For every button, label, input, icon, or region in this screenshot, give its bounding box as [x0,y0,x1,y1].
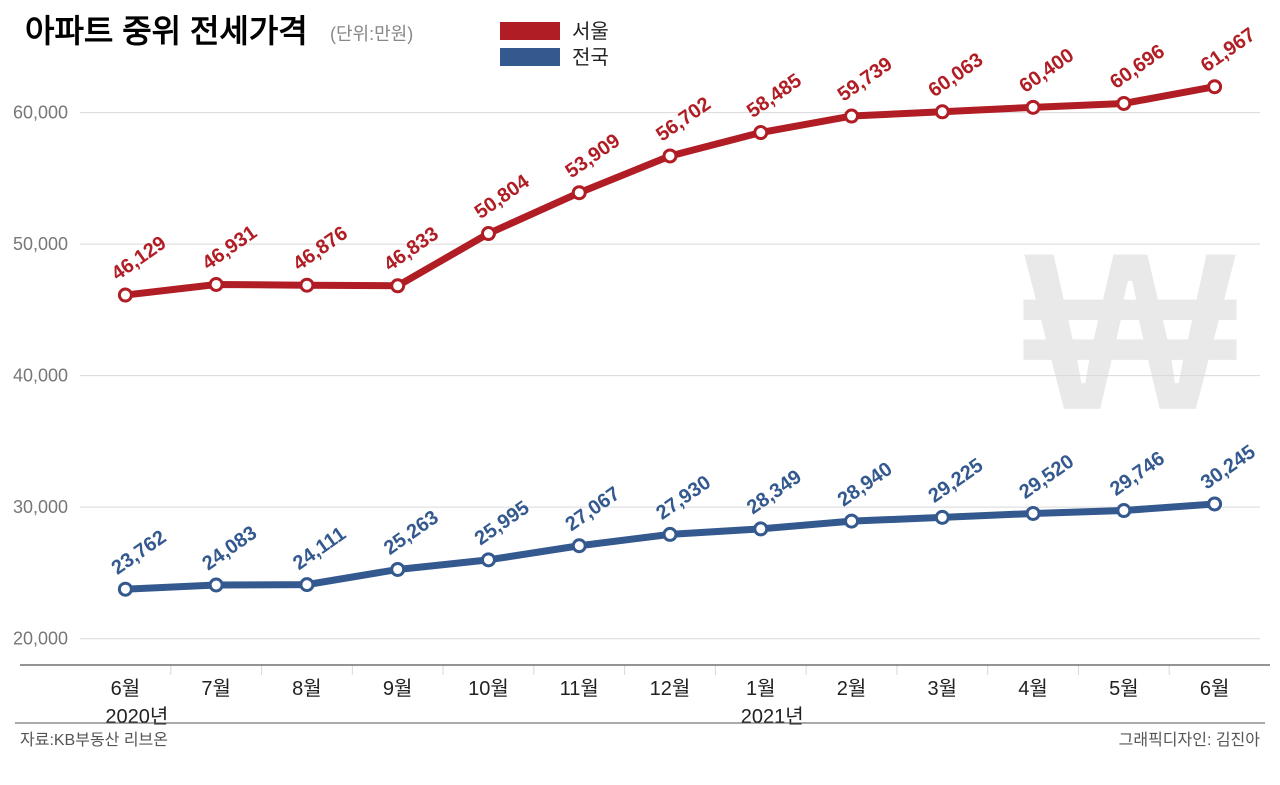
series-marker [210,579,222,591]
x-tick-label: 2월 [837,677,867,700]
series-marker [1118,97,1130,109]
series-marker [1209,81,1221,93]
series-data-label: 24,083 [198,522,261,575]
y-tick-label: 20,000 [13,629,68,649]
chart-subtitle: (단위:만원) [330,24,413,44]
series-marker [1209,498,1221,510]
series-data-label: 58,485 [743,70,806,123]
legend-swatch [500,48,560,66]
x-tick-label: 6월 [1200,677,1230,700]
x-tick-label: 1월 [746,677,776,700]
series-marker [482,554,494,566]
series-data-label: 25,995 [471,497,534,550]
series-marker [1027,507,1039,519]
footer-credit: 그래픽디자인: 김진아 [1119,731,1261,749]
y-tick-label: 40,000 [13,366,68,386]
series-data-label: 24,111 [289,523,350,575]
series-marker [664,528,676,540]
x-tick-label: 12월 [650,677,691,700]
y-tick-label: 30,000 [13,497,68,517]
series-marker [846,110,858,122]
series-data-label: 25,263 [380,506,443,559]
chart-title-group: 아파트 중위 전세가격 (단위:만원) [25,13,413,49]
series-marker [755,127,767,139]
series-data-label: 59,739 [834,53,897,106]
x-tick-label: 10월 [468,677,509,700]
series-data-label: 23,762 [108,526,171,579]
x-tick-label: 6월 [111,677,141,700]
series-marker [755,523,767,535]
watermark-icon: ₩ [1021,203,1239,460]
legend-label: 서울 [572,20,609,43]
series-marker [573,187,585,199]
series-data-label: 60,400 [1015,44,1078,97]
series-data-label: 27,930 [652,471,715,524]
footer-source: 자료:KB부동산 리브온 [20,731,168,749]
series-marker [392,563,404,575]
series-data-label: 29,225 [925,454,988,507]
series-marker [301,279,313,291]
series-data-label: 46,129 [108,232,171,285]
x-tick-label: 4월 [1018,677,1048,700]
x-tick-label: 3월 [928,677,958,700]
series-marker [210,278,222,290]
series-data-label: 28,349 [743,466,806,519]
series-marker [936,511,948,523]
x-year-label: 2021년 [741,705,804,728]
series-marker [1027,101,1039,113]
chart-title: 아파트 중위 전세가격 [25,13,308,49]
series-data-label: 60,696 [1106,40,1169,93]
series-data-label: 60,063 [925,49,988,102]
series-marker [1118,505,1130,517]
series-marker [482,228,494,240]
series-data-label: 56,702 [652,93,715,146]
chart-container: 아파트 중위 전세가격 (단위:만원) 서울전국 ₩20,000 30,000 40,00… [0,0,1280,785]
series-data-label: 27,067 [561,483,624,536]
series-marker [301,579,313,591]
series-data-label: 28,940 [834,458,897,511]
series-marker [846,515,858,527]
legend-swatch [500,22,560,40]
x-tick-label: 11월 [560,677,599,700]
series-marker [936,106,948,118]
series-data-label: 46,876 [289,222,352,275]
x-year-label: 2020년 [105,705,168,728]
series-marker [119,289,131,301]
series-data-label: 46,931 [198,221,261,274]
x-tick-label: 8월 [292,677,322,700]
legend: 서울전국 [500,20,609,69]
y-grid: 20,000 30,000 40,000 50,000 60,000 [13,103,1260,649]
x-tick-label: 7월 [201,677,231,700]
series-marker [664,150,676,162]
x-tick-label: 5월 [1109,677,1139,700]
series-marker [573,540,585,552]
x-tick-label: 9월 [383,677,413,700]
series-marker [392,280,404,292]
legend-label: 전국 [572,46,609,69]
y-tick-label: 60,000 [13,103,68,123]
chart-svg: 아파트 중위 전세가격 (단위:만원) 서울전국 ₩20,000 30,000 40,00… [0,0,1280,785]
series-data-label: 61,967 [1197,24,1260,77]
series-marker [119,583,131,595]
y-tick-label: 50,000 [13,234,68,254]
